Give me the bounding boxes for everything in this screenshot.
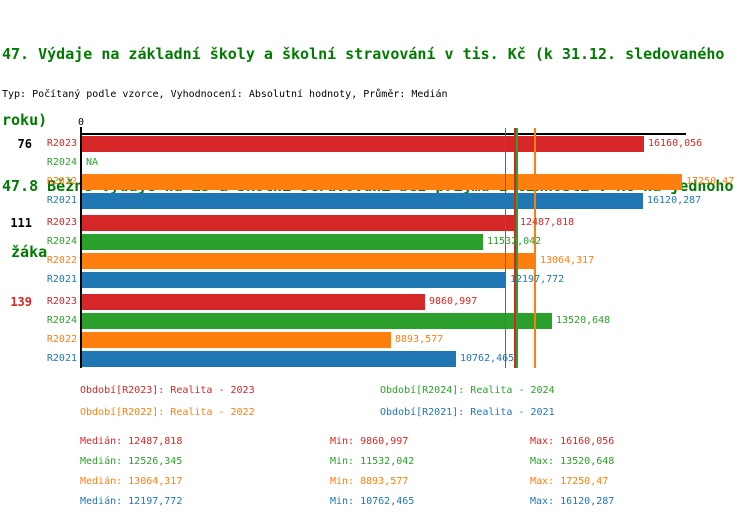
max-cell: Max: 13520,648 (530, 456, 615, 467)
bar-row: R2021 12197,772 (0, 272, 750, 288)
max-cell: Max: 16160,056 (530, 436, 615, 447)
series-label: R2023 (46, 217, 77, 228)
bars-layer: 76 R2023 16160,056 R2024 NA R2022 17250,47 R202… (0, 136, 750, 368)
value-label: 13520,648 (556, 315, 611, 326)
value-label: 12487,818 (520, 217, 575, 228)
chart-meta-line: Typ: Počítaný podle vzorce, Vyhodnocení:… (2, 89, 448, 100)
bar-row: R2024 13520,648 (0, 313, 750, 329)
legend-item: Období[R2021]: Realita - 2021 (380, 407, 555, 418)
bar-row: 111 R2023 12487,818 (0, 215, 750, 231)
x-axis-line (80, 133, 686, 135)
series-label: R2023 (46, 138, 77, 149)
series-label: R2024 (46, 157, 77, 168)
value-label: 16120,287 (647, 195, 702, 206)
series-label: R2024 (46, 236, 77, 247)
value-label: 8893,577 (395, 334, 444, 345)
series-label: R2021 (46, 195, 77, 206)
min-cell: Min: 8893,577 (330, 476, 409, 487)
bar (82, 332, 391, 348)
bar (82, 174, 682, 190)
median-line (516, 128, 518, 368)
max-cell: Max: 17250,47 (530, 476, 609, 487)
chart-title-line-4: žáka (2, 243, 48, 261)
min-cell: Min: 10762,465 (330, 496, 415, 507)
value-label: NA (86, 157, 99, 168)
bar (82, 351, 456, 367)
bar-row: R2022 8893,577 (0, 332, 750, 348)
chart-title-line-2: roku) (2, 111, 48, 129)
series-label: R2021 (46, 274, 77, 285)
x-axis-zero-tick: 0 (77, 117, 85, 128)
max-cell: Max: 16120,287 (530, 496, 615, 507)
median-lines-layer (0, 128, 750, 368)
bar-row: R2022 13064,317 (0, 253, 750, 269)
group-label: 76 (17, 137, 32, 151)
bar-row: R2024 11532,042 (0, 234, 750, 250)
value-label: 17250,47 (686, 176, 735, 187)
min-cell: Min: 11532,042 (330, 456, 415, 467)
median-cell: Medián: 12197,772 (80, 496, 183, 507)
series-label: R2021 (46, 353, 77, 364)
median-cell: Medián: 12487,818 (80, 436, 183, 447)
bar (82, 294, 425, 310)
bar-row: R2022 17250,47 (0, 174, 750, 190)
bar (82, 234, 483, 250)
legend-item: Období[R2024]: Realita - 2024 (380, 385, 555, 396)
value-label: 12197,772 (510, 274, 565, 285)
series-label: R2022 (46, 255, 77, 266)
value-label: 11532,042 (487, 236, 542, 247)
bar-row: R2021 16120,287 (0, 193, 750, 209)
bar-row: R2024 NA (0, 155, 750, 171)
y-axis-line (80, 127, 82, 368)
value-label: 10762,465 (460, 353, 515, 364)
bar (82, 215, 516, 231)
group-label: 139 (10, 295, 32, 309)
bar (82, 136, 644, 152)
series-label: R2024 (46, 315, 77, 326)
bar-row: 139 R2023 9860,997 (0, 294, 750, 310)
stats-table: Medián: 12487,818 Min: 9860,997 Max: 16160… (80, 432, 740, 512)
bar-chart: 0 76 R2023 16160,056 R2024 NA R2022 17250,47 R2… (0, 110, 750, 380)
value-label: 9860,997 (429, 296, 478, 307)
bar (82, 193, 643, 209)
value-label: 13064,317 (540, 255, 595, 266)
median-line (534, 128, 536, 368)
group-label: 111 (10, 216, 32, 230)
value-label: 16160,056 (648, 138, 703, 149)
bar-row: 76 R2023 16160,056 (0, 136, 750, 152)
median-line (514, 128, 516, 368)
bar (82, 272, 506, 288)
median-cell: Medián: 13064,317 (80, 476, 183, 487)
median-line (505, 128, 506, 368)
bar-row: R2021 10762,465 (0, 351, 750, 367)
legend: Období[R2023]: Realita - 2023 Období[R202… (80, 380, 740, 424)
bar (82, 253, 536, 269)
bar (82, 313, 552, 329)
series-label: R2023 (46, 296, 77, 307)
chart-title-line-1: 47. Výdaje na základní školy a školní st… (2, 45, 725, 63)
min-cell: Min: 9860,997 (330, 436, 409, 447)
series-label: R2022 (46, 176, 77, 187)
series-label: R2022 (46, 334, 77, 345)
legend-item: Období[R2022]: Realita - 2022 (80, 407, 255, 418)
median-cell: Medián: 12526,345 (80, 456, 183, 467)
legend-item: Období[R2023]: Realita - 2023 (80, 385, 255, 396)
